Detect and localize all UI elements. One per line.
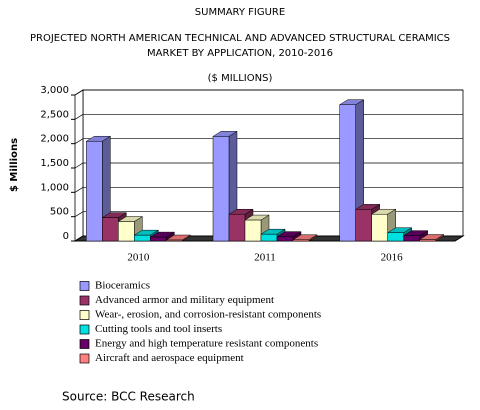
bar	[212, 136, 230, 242]
legend-label: Wear-, erosion, and corrosion-resistant …	[95, 309, 321, 321]
bar	[244, 219, 262, 242]
bar	[387, 232, 404, 242]
chart-title: MARKET BY APPLICATION, 2010-2016	[147, 48, 333, 59]
bar	[86, 140, 103, 242]
y-tick-label: 3,000	[40, 85, 69, 96]
bar	[228, 213, 246, 242]
subtitle: ($ MILLIONS)	[208, 73, 273, 84]
bar	[292, 239, 310, 242]
grid-line	[74, 113, 463, 120]
y-tick-label: 2,000	[40, 134, 69, 145]
bar	[419, 239, 436, 242]
chart-title: PROJECTED NORTH AMERICAN TECHNICAL AND A…	[30, 33, 450, 44]
legend-swatch	[79, 281, 90, 291]
bar	[166, 239, 183, 242]
bar	[355, 209, 372, 242]
grid-line	[74, 186, 463, 193]
legend-label: Energy and high temperature resistant co…	[95, 338, 318, 350]
y-tick-label: 1,000	[40, 182, 69, 193]
legend-label: Cutting tools and tool inserts	[95, 323, 222, 335]
heading: SUMMARY FIGURE	[195, 7, 285, 18]
y-axis-label: $ Millions	[9, 138, 20, 192]
y-tick-label: 1,500	[40, 158, 69, 169]
bar	[339, 104, 356, 242]
grid-line	[74, 89, 463, 96]
x-tick-label: 2011	[254, 252, 276, 264]
legend-swatch	[79, 353, 90, 364]
bar	[403, 235, 420, 242]
legend-swatch	[79, 310, 90, 320]
bar	[371, 213, 388, 242]
bar	[134, 234, 151, 242]
bar	[276, 236, 294, 242]
legend-label: Advanced armor and military equipment	[95, 294, 274, 306]
legend-swatch	[79, 339, 90, 349]
legend-label: Aircraft and aerospace equipment	[95, 352, 244, 364]
grid-line	[74, 138, 463, 144]
bar	[102, 217, 119, 242]
x-tick-label: 2016	[381, 252, 404, 264]
x-tick-label: 2010	[127, 252, 150, 264]
y-tick-label: 0	[63, 231, 69, 242]
bar	[150, 236, 167, 242]
source: Source: BCC Research	[62, 390, 195, 404]
grid-line	[74, 211, 463, 217]
bar	[260, 233, 278, 242]
legend-label: Bioceramics	[95, 280, 150, 292]
y-tick-label: 2,500	[40, 109, 69, 120]
grid-line	[74, 162, 463, 169]
legend-swatch	[79, 295, 90, 306]
bar	[118, 221, 135, 242]
grid-line	[74, 235, 463, 242]
y-tick-label: 500	[50, 207, 69, 218]
legend-swatch	[79, 324, 90, 335]
